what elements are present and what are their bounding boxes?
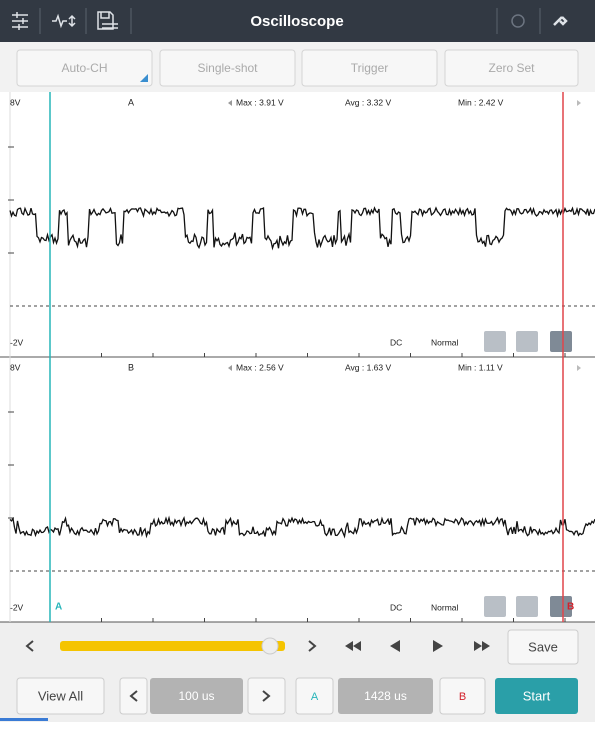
scroll-left[interactable] — [25, 640, 34, 652]
prev-arrow — [228, 100, 232, 106]
channel-label: Min : 2.42 V — [458, 97, 504, 107]
channel-label: Max : 2.56 V — [236, 362, 284, 372]
toolbar-button[interactable] — [444, 49, 579, 87]
dropdown-mark — [140, 74, 148, 82]
panel-tool-button[interactable] — [550, 596, 572, 617]
toolbar-button-label: Single-shot — [197, 61, 258, 75]
channel-label: -2V — [10, 337, 24, 347]
save-button-label: Save — [528, 639, 558, 654]
toolbar-button-label: Trigger — [351, 61, 389, 75]
toolbar-button[interactable] — [301, 49, 438, 87]
toolbar-button-label: Zero Set — [488, 61, 535, 75]
toolbar-button[interactable] — [16, 49, 153, 87]
channel-label: Max : 3.91 V — [236, 97, 284, 107]
panel-tool-button[interactable] — [550, 331, 572, 352]
toolbar-button[interactable] — [159, 49, 296, 87]
channel-label: DC — [390, 337, 402, 347]
waveform — [9, 515, 595, 539]
toolbar-button-label: Auto-CH — [61, 61, 107, 75]
step-forward[interactable] — [433, 640, 443, 652]
channel-label: 8V — [10, 362, 21, 372]
title: Oscilloscope — [250, 13, 343, 30]
channel-label: -2V — [10, 602, 24, 612]
panel-tool-button[interactable] — [484, 596, 506, 617]
panel-tool-button[interactable] — [516, 331, 538, 352]
toolbar-icons — [12, 8, 568, 34]
cursor-a-button-label: A — [311, 691, 319, 703]
timebase-value[interactable] — [150, 678, 243, 714]
channel-label: Normal — [431, 337, 459, 347]
cursor-position[interactable] — [338, 678, 433, 714]
cursor-a-button[interactable] — [295, 677, 334, 715]
channel-label: Min : 1.11 V — [458, 362, 503, 372]
channel-label: Avg : 1.63 V — [345, 362, 391, 372]
scroll-right[interactable] — [308, 640, 317, 652]
nav-indicator — [0, 718, 48, 721]
start-button-label: Start — [523, 688, 551, 703]
fast-forward[interactable] — [474, 641, 490, 651]
cursor-a-label: A — [55, 602, 62, 613]
cursor-b-button[interactable] — [439, 677, 486, 715]
cursor-b-label: B — [567, 602, 574, 613]
channel-label: DC — [390, 602, 402, 612]
panel-tool-button[interactable] — [484, 331, 506, 352]
timebase-up-icon[interactable] — [262, 690, 271, 702]
scroll-track[interactable] — [60, 641, 285, 651]
timebase-value-label: 100 us — [178, 689, 214, 703]
channel-label: Avg : 3.32 V — [345, 97, 391, 107]
title-bar — [0, 0, 595, 42]
channel-label: A — [128, 97, 134, 107]
waveform — [9, 206, 595, 251]
channel-label: B — [128, 362, 134, 372]
start-button[interactable] — [495, 678, 578, 714]
channel-label: 8V — [10, 97, 21, 107]
cursor-b-button-label: B — [459, 691, 466, 703]
timebase-down-icon[interactable] — [129, 690, 138, 702]
step-back[interactable] — [390, 640, 400, 652]
timebase-down[interactable] — [119, 677, 148, 715]
view-all-button[interactable] — [16, 677, 105, 715]
next-arrow — [577, 365, 581, 371]
view-all-button-label: View All — [38, 688, 83, 703]
panel-tool-button[interactable] — [516, 596, 538, 617]
cursor-position-label: 1428 us — [364, 689, 407, 703]
scroll-knob[interactable] — [261, 637, 279, 655]
timebase-up[interactable] — [247, 677, 286, 715]
channel-label: Normal — [431, 602, 459, 612]
next-arrow — [577, 100, 581, 106]
prev-arrow — [228, 365, 232, 371]
save-button[interactable] — [507, 629, 579, 665]
fast-rewind[interactable] — [345, 641, 361, 651]
